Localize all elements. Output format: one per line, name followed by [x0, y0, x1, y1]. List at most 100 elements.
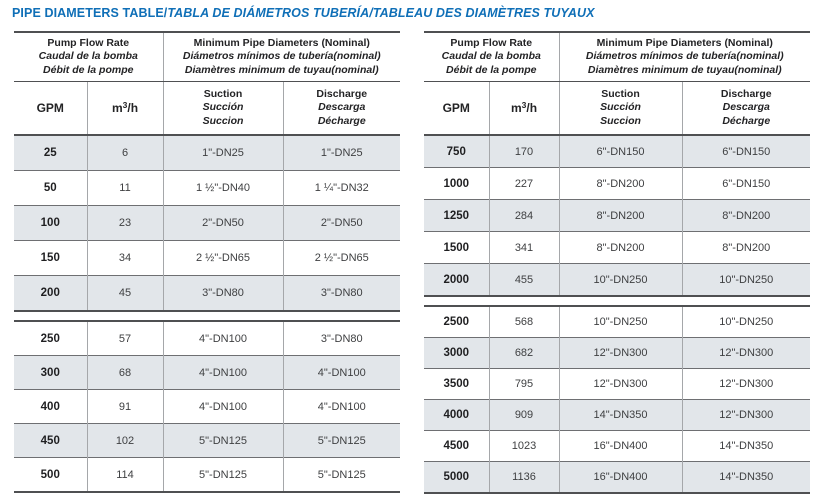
- m3h-cell: 114: [86, 457, 163, 492]
- m3h-cell: 455: [488, 263, 559, 296]
- m3h-cell: 91: [86, 389, 163, 424]
- table-row: 4500 1023 16"-DN400 14"-DN350: [424, 430, 810, 462]
- table-row: 100 23 2"-DN50 2"-DN50: [14, 205, 401, 241]
- discharge-cell: 3"-DN80: [282, 321, 400, 356]
- table-row: 1250 284 8"-DN200 8"-DN200: [424, 199, 811, 232]
- column-header-row: GPM m3/h Suction Succión Succion Dischar…: [14, 81, 401, 136]
- discharge-cell: 5"-DN125: [282, 423, 400, 458]
- gpm-cell: 200: [14, 275, 87, 311]
- flow-rate-group-header: Pump Flow Rate Caudal de la bomba Débit …: [424, 32, 559, 82]
- discharge-cell: 8"-DN200: [681, 231, 811, 264]
- table-row: 250 57 4"-DN100 3"-DN80: [14, 321, 400, 356]
- table-row: 3500 795 12"-DN300 12"-DN300: [424, 368, 810, 400]
- gpm-cell: 2500: [443, 316, 470, 328]
- table-row: 5000 1136 16"-DN400 14"-DN350: [424, 461, 810, 493]
- table-row: 1000 227 8"-DN200 6"-DN150: [424, 167, 811, 200]
- gpm-cell: 150: [14, 240, 87, 276]
- table-row: 750 170 6"-DN150 6"-DN150: [424, 135, 811, 168]
- suction-cell: 2"-DN50: [162, 205, 283, 241]
- m3h-cell: 102: [86, 423, 163, 458]
- pipe-table-left-lower: 250 57 4"-DN100 3"-DN80 300 68 4"-DN100 4"-DN10…: [14, 320, 400, 493]
- suction-cell: 1 ½"-DN40: [162, 170, 283, 206]
- discharge-cell: 14"-DN350: [681, 430, 810, 462]
- m3h-cell: 341: [488, 231, 559, 264]
- gpm-cell: 3000: [424, 337, 489, 369]
- m3h-cell: 284: [488, 199, 559, 232]
- m3h-cell: 795: [488, 368, 559, 400]
- suction-cell: 10"-DN250: [558, 306, 682, 338]
- discharge-cell: 10"-DN250: [681, 263, 811, 296]
- page-title: PIPE DIAMETERS TABLE/TABLA DE DIÁMETROS …: [12, 6, 595, 20]
- group-header-row: Pump Flow Rate Caudal de la bomba Débit …: [424, 32, 811, 82]
- table-row: 2500 568 10"-DN250 10"-DN250: [424, 306, 810, 338]
- m3h-cell: 1023: [488, 430, 559, 462]
- m3h-cell: 68: [86, 355, 163, 390]
- discharge-cell: 5"-DN125: [282, 457, 400, 492]
- m3h-cell: 34: [86, 240, 163, 276]
- right-table-section1: 750 170 6"-DN150 6"-DN150 1000 227 8"-DN200 6"-…: [424, 135, 811, 296]
- discharge-cell: 1 ¼"-DN32: [282, 170, 401, 206]
- suction-cell: 14"-DN350: [558, 399, 682, 431]
- m3h-cell: 909: [488, 399, 559, 431]
- pipe-diameters-label-es: Diámetros mínimos de tubería(nominal): [182, 50, 381, 63]
- col-header-discharge: Discharge Descarga Décharge: [282, 81, 401, 136]
- gpm-cell: 50: [14, 170, 87, 206]
- tables-container: Pump Flow Rate Caudal de la bomba Débit …: [14, 31, 811, 494]
- gpm-cell: 1250: [424, 199, 489, 232]
- left-table-section2: 250 57 4"-DN100 3"-DN80 300 68 4"-DN100 4"-DN10…: [14, 321, 400, 492]
- table-row: 25 6 1"-DN25 1"-DN25: [14, 135, 401, 171]
- col-header-suction: Suction Succión Succion: [558, 81, 682, 136]
- m3h-cell: 11: [86, 170, 163, 206]
- gpm-cell: 1000: [424, 167, 489, 200]
- pipe-diameters-label-es: Diámetros mínimos de tubería(nominal): [585, 50, 784, 63]
- flow-rate-label-es: Caudal de la bomba: [38, 50, 138, 63]
- discharge-cell: 6"-DN150: [681, 135, 811, 168]
- table-row: 2000 455 10"-DN250 10"-DN250: [424, 263, 811, 296]
- flow-rate-label-es: Caudal de la bomba: [441, 50, 541, 63]
- gpm-cell: 450: [14, 423, 87, 458]
- pipe-table-right-upper: Pump Flow Rate Caudal de la bomba Débit …: [424, 31, 811, 297]
- pipe-table-right: Pump Flow Rate Caudal de la bomba Débit …: [424, 31, 811, 494]
- discharge-cell: 14"-DN350: [681, 461, 810, 493]
- table-row: 400 91 4"-DN100 4"-DN100: [14, 389, 400, 424]
- pipe-diameters-label-fr: Diamètres minimum de tuyau(nominal): [184, 63, 379, 76]
- m3h-cell: 1136: [488, 461, 559, 493]
- discharge-cell: 1"-DN25: [282, 135, 401, 171]
- gpm-cell: 4500: [424, 430, 489, 462]
- gpm-cell: 5000: [424, 461, 489, 493]
- left-table-section1: 25 6 1"-DN25 1"-DN25 50 11 1 ½"-DN40 1 ¼"-DN32 1…: [14, 135, 401, 311]
- gpm-cell: 100: [14, 205, 87, 241]
- discharge-cell: 8"-DN200: [681, 199, 811, 232]
- table-row: 200 45 3"-DN80 3"-DN80: [14, 275, 401, 311]
- m3h-cell: 170: [488, 135, 559, 168]
- pipe-diameters-label-en: Minimum Pipe Diameters (Nominal): [193, 36, 370, 49]
- m3h-cell: 6: [86, 135, 163, 171]
- gpm-cell: 4000: [424, 399, 489, 431]
- flow-rate-label-fr: Débit de la pompe: [446, 63, 537, 76]
- flow-rate-group-header: Pump Flow Rate Caudal de la bomba Débit …: [14, 32, 163, 82]
- table-row: 1500 341 8"-DN200 8"-DN200: [424, 231, 811, 264]
- suction-cell: 1"-DN25: [162, 135, 283, 171]
- pipe-diameters-group-header: Minimum Pipe Diameters (Nominal) Diámetr…: [558, 32, 811, 82]
- page-title-en: PIPE DIAMETERS TABLE/: [12, 6, 168, 20]
- pipe-table-left-upper: Pump Flow Rate Caudal de la bomba Débit …: [14, 31, 401, 312]
- table-row: 150 34 2 ½"-DN65 2 ½"-DN65: [14, 240, 401, 276]
- gpm-cell: 3500: [424, 368, 489, 400]
- gpm-cell: 400: [14, 389, 87, 424]
- suction-cell: 12"-DN300: [558, 337, 682, 369]
- col-header-gpm: GPM: [424, 81, 489, 136]
- col-header-gpm: GPM: [14, 81, 87, 136]
- flow-rate-label-en: Pump Flow Rate: [450, 36, 533, 49]
- suction-cell: 16"-DN400: [558, 430, 682, 462]
- m3h-cell: 57: [86, 321, 163, 356]
- flow-rate-label-fr: Débit de la pompe: [43, 63, 134, 76]
- gpm-cell: 300: [14, 355, 87, 390]
- col-header-m3h: m3/h: [86, 81, 163, 136]
- group-header-row: Pump Flow Rate Caudal de la bomba Débit …: [14, 32, 401, 82]
- discharge-cell: 10"-DN250: [681, 306, 810, 338]
- discharge-cell: 6"-DN150: [681, 167, 811, 200]
- suction-cell: 5"-DN125: [162, 423, 283, 458]
- suction-cell: 16"-DN400: [558, 461, 682, 493]
- discharge-cell: 2"-DN50: [282, 205, 401, 241]
